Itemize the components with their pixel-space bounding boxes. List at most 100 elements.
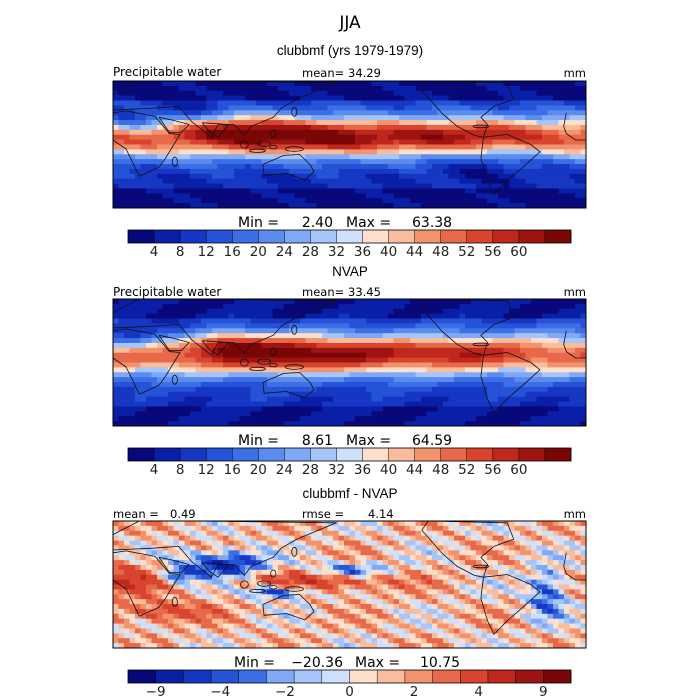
field-cell bbox=[267, 144, 273, 150]
field-cell bbox=[239, 372, 246, 378]
field-cell bbox=[289, 120, 295, 126]
field-cell bbox=[421, 338, 427, 344]
field-cell bbox=[311, 173, 317, 180]
field-cell bbox=[311, 95, 317, 101]
field-cell bbox=[322, 144, 328, 150]
field-cell bbox=[465, 178, 471, 184]
field-cell bbox=[371, 357, 378, 363]
field-cell bbox=[465, 416, 471, 422]
field-cell bbox=[531, 323, 537, 329]
field-cell bbox=[239, 521, 246, 527]
field-cell bbox=[410, 362, 416, 368]
field-cell bbox=[234, 144, 240, 150]
field-cell bbox=[443, 372, 449, 378]
field-cell bbox=[283, 347, 290, 354]
field-cell bbox=[256, 168, 262, 175]
field-cell bbox=[250, 357, 257, 363]
field-cell bbox=[371, 183, 378, 189]
field-cell bbox=[151, 362, 158, 368]
field-cell bbox=[498, 164, 504, 170]
field-cell bbox=[135, 525, 141, 532]
field-cell bbox=[234, 129, 240, 136]
field-cell bbox=[124, 357, 130, 363]
min-label: Min = bbox=[238, 215, 279, 231]
field-cell bbox=[206, 90, 213, 97]
field-cell bbox=[272, 323, 279, 329]
field-cell bbox=[256, 352, 262, 359]
field-cell bbox=[217, 411, 224, 417]
field-cell bbox=[239, 382, 246, 388]
field-cell bbox=[569, 168, 576, 175]
field-cell bbox=[294, 100, 301, 106]
field-cell bbox=[184, 85, 191, 92]
field-cell bbox=[146, 134, 152, 141]
field-cell bbox=[558, 139, 565, 145]
field-cell bbox=[410, 134, 416, 141]
field-cell bbox=[201, 159, 207, 165]
field-cell bbox=[437, 347, 444, 354]
field-cell bbox=[212, 85, 218, 92]
field-cell bbox=[454, 110, 460, 116]
field-cell bbox=[162, 120, 169, 126]
field-cell bbox=[498, 139, 504, 145]
field-cell bbox=[179, 313, 185, 319]
field-cell bbox=[349, 362, 356, 368]
field-cell bbox=[294, 521, 301, 527]
field-cell bbox=[250, 85, 257, 92]
field-cell bbox=[492, 521, 499, 527]
field-cell bbox=[349, 299, 356, 305]
field-cell bbox=[184, 396, 191, 402]
field-cell bbox=[151, 95, 158, 101]
field-cell bbox=[201, 149, 207, 155]
field-cell bbox=[558, 90, 565, 97]
field-cell bbox=[393, 328, 400, 334]
field-cell bbox=[432, 328, 438, 334]
field-cell bbox=[118, 342, 125, 349]
field-cell bbox=[168, 193, 174, 199]
field-cell bbox=[113, 154, 119, 160]
field-cell bbox=[157, 401, 163, 407]
field-cell bbox=[498, 154, 504, 160]
field-cell bbox=[443, 342, 449, 349]
field-cell bbox=[432, 183, 438, 189]
field-cell bbox=[492, 342, 499, 349]
field-cell bbox=[459, 411, 466, 417]
field-cell bbox=[228, 401, 235, 407]
field-cell bbox=[206, 362, 213, 368]
field-cell bbox=[509, 338, 515, 344]
field-cell bbox=[465, 81, 471, 87]
field-cell bbox=[206, 188, 213, 194]
field-cell bbox=[536, 323, 543, 329]
field-cell bbox=[151, 535, 158, 541]
field-cell bbox=[443, 382, 449, 388]
field-cell bbox=[195, 525, 202, 532]
field-cell bbox=[377, 396, 383, 402]
field-cell bbox=[503, 372, 510, 378]
field-cell bbox=[404, 124, 411, 131]
field-cell bbox=[476, 421, 482, 427]
field-cell bbox=[575, 183, 581, 189]
field-cell bbox=[575, 357, 581, 363]
field-cell bbox=[366, 411, 372, 417]
field-cell bbox=[239, 313, 246, 319]
field-cell bbox=[234, 530, 240, 537]
field-cell bbox=[492, 299, 499, 305]
field-cell bbox=[201, 168, 207, 175]
field-cell bbox=[437, 391, 444, 398]
field-cell bbox=[432, 203, 438, 209]
field-cell bbox=[344, 198, 350, 204]
field-cell bbox=[520, 372, 526, 378]
field-cell bbox=[542, 328, 548, 334]
field-cell bbox=[217, 85, 224, 92]
field-cell bbox=[525, 386, 532, 393]
field-cell bbox=[569, 139, 576, 145]
field-cell bbox=[289, 367, 295, 373]
field-cell bbox=[239, 406, 246, 412]
field-cell bbox=[531, 416, 537, 422]
field-cell bbox=[410, 120, 416, 126]
field-cell bbox=[476, 367, 482, 373]
field-cell bbox=[360, 530, 367, 537]
field-cell bbox=[245, 203, 251, 209]
field-cell bbox=[129, 367, 136, 373]
field-cell bbox=[547, 85, 554, 92]
